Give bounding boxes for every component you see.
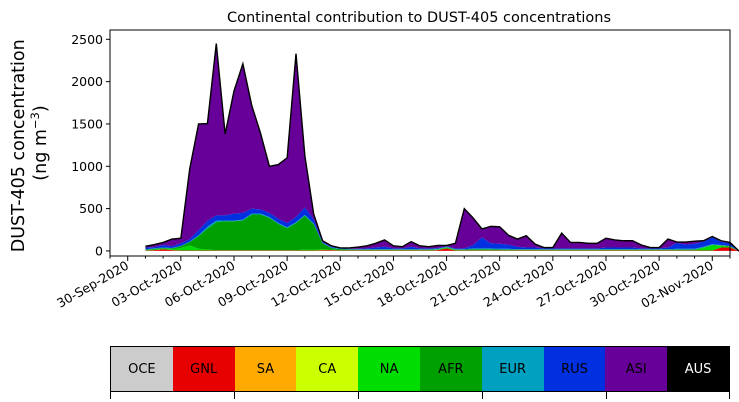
legend-cell-ca: CA bbox=[296, 347, 359, 391]
legend-cell-oce: OCE bbox=[111, 347, 173, 391]
area-gnl bbox=[145, 247, 739, 251]
stacked-areas bbox=[145, 43, 739, 252]
y-axis: 0 500 1000 1500 2000 2500 bbox=[71, 32, 110, 258]
legend-tick bbox=[234, 392, 235, 399]
y-tick-label: 2000 bbox=[71, 74, 103, 89]
y-axis-label: DUST-405 concentration (ng m−3) bbox=[9, 34, 51, 253]
legend-cell-aus: AUS bbox=[667, 347, 729, 391]
legend-ticks bbox=[110, 392, 730, 400]
y-axis-label-line1: DUST-405 concentration bbox=[9, 39, 29, 252]
y-tick-label: 1000 bbox=[71, 159, 103, 174]
y-tick-label: 1500 bbox=[71, 116, 103, 131]
legend-cell-eur: EUR bbox=[481, 347, 544, 391]
area-asi bbox=[145, 43, 739, 251]
legend-cell-gnl: GNL bbox=[172, 347, 235, 391]
legend-colorbar: OCE GNL SA CA NA AFR EUR RUS ASI AUS bbox=[110, 346, 730, 392]
chart-title: Continental contribution to DUST-405 con… bbox=[227, 10, 611, 26]
legend-tick bbox=[110, 392, 111, 399]
legend-cell-na: NA bbox=[358, 347, 420, 391]
area-afr bbox=[145, 214, 739, 251]
area-na bbox=[145, 245, 739, 251]
y-axis-label-units: (ng m bbox=[31, 129, 51, 181]
plot-frame bbox=[109, 29, 731, 257]
y-tick-label: 2500 bbox=[71, 32, 103, 47]
legend-tick bbox=[358, 392, 359, 399]
chart: Continental contribution to DUST-405 con… bbox=[9, 10, 739, 311]
y-axis-label-close: ) bbox=[31, 105, 51, 112]
area-rus bbox=[145, 207, 739, 251]
total-outline bbox=[145, 43, 739, 252]
legend-tick bbox=[482, 392, 483, 399]
legend-tick bbox=[606, 392, 607, 399]
legend-cell-afr: AFR bbox=[419, 347, 482, 391]
y-tick-label: 500 bbox=[79, 201, 103, 216]
legend-cell-sa: SA bbox=[234, 347, 297, 391]
y-tick-label: 0 bbox=[95, 243, 103, 258]
legend-tick bbox=[729, 392, 730, 399]
legend-cell-asi: ASI bbox=[605, 347, 668, 391]
legend-cell-rus: RUS bbox=[543, 347, 606, 391]
x-axis: 30-Sep-202003-Oct-202006-Oct-202009-Oct-… bbox=[54, 256, 731, 311]
y-axis-label-superscript: −3 bbox=[28, 112, 42, 129]
